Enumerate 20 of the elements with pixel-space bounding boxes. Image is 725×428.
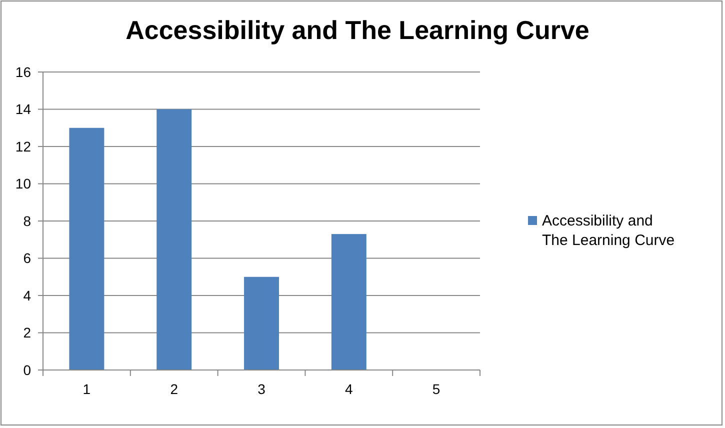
y-tick-label: 14: [15, 101, 32, 118]
y-tick-label: 6: [23, 250, 32, 266]
x-tick-label: 3: [258, 381, 266, 397]
bar: [156, 109, 192, 370]
bar: [69, 128, 104, 370]
y-tick-label: 8: [23, 212, 32, 229]
chart-title: Accessibility and The Learning Curve: [126, 15, 590, 45]
legend-label: Accessibility and The Learning Curve: [542, 212, 675, 249]
x-tick-label: 2: [170, 381, 178, 397]
y-tick-label: 0: [23, 362, 32, 378]
y-tick-label: 2: [23, 324, 32, 341]
y-tick-label: 4: [23, 287, 32, 304]
x-tick-label: 1: [82, 381, 91, 397]
bar: [244, 276, 279, 370]
y-tick-label: 16: [15, 64, 32, 80]
x-tick-label: 4: [345, 381, 353, 397]
x-tick-label: 5: [432, 381, 440, 397]
bar: [331, 234, 366, 370]
y-tick-label: 12: [15, 138, 32, 154]
y-tick-label: 10: [15, 176, 32, 192]
